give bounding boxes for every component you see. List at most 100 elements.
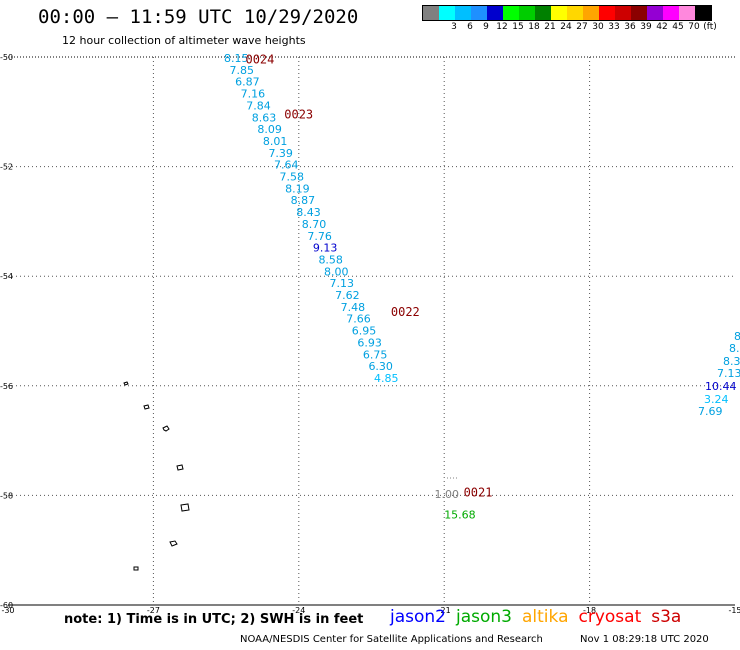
legend-label: 39 [640, 22, 652, 32]
color-legend-labels: 3 6 9 12 15 18 21 24 27 30 33 36 39 42 45 70 (ft) [422, 22, 740, 34]
track-c-reading: 3.24 [704, 393, 729, 406]
legend-label: 30 [592, 22, 604, 32]
island-outlines [123, 381, 190, 571]
legend-swatch [455, 6, 471, 20]
legend-label: 33 [608, 22, 620, 32]
legend-swatch [535, 6, 551, 20]
legend-swatch [567, 6, 583, 20]
legend-swatch [439, 6, 455, 20]
map-frame [8, 56, 735, 606]
legend-swatch [679, 6, 695, 20]
legend-label: 3 [451, 22, 457, 32]
lat-tick-label: -58 [0, 491, 13, 500]
legend-label: 6 [467, 22, 473, 32]
track-a-readings: 8.157.856.877.167.848.638.098.017.397.64… [224, 52, 399, 385]
legend-label: 70 [688, 22, 700, 32]
island-outline [162, 425, 170, 432]
track-c-reading: 7.13 [717, 367, 740, 380]
footer-credit: NOAA/NESDIS Center for Satellite Applica… [240, 634, 543, 645]
legend-label: 12 [496, 22, 508, 32]
island-outline [143, 404, 150, 410]
map-title: 00:00 – 11:59 UTC 10/29/2020 [38, 6, 359, 28]
lat-tick-label: -60 [0, 601, 13, 610]
lon-tick-label: -27 [147, 606, 160, 615]
time-mark: 0022 [391, 305, 420, 319]
satellite-legend: jason2 jason3 altika cryosat s3a [390, 607, 691, 627]
lat-tick-label: -56 [0, 382, 13, 391]
legend-swatch [599, 6, 615, 20]
footer-timestamp: Nov 1 08:29:18 UTC 2020 [580, 634, 709, 645]
track-a-reading: 7.85 [230, 64, 255, 77]
legend-swatch [631, 6, 647, 20]
track-a-reading: 6.95 [352, 325, 377, 338]
time-mark: 0024 [245, 53, 274, 67]
lat-tick-label: -54 [0, 272, 13, 281]
legend-swatch [583, 6, 599, 20]
lat-tick-label: -52 [0, 163, 13, 172]
island-outline [133, 566, 139, 571]
lon-tick-label: -15 [728, 606, 740, 615]
legend-label: 24 [560, 22, 572, 32]
legend-swatch [487, 6, 503, 20]
time-mark: 0021 [464, 486, 493, 500]
track-a-reading: 6.75 [363, 348, 388, 361]
track-b-reading: 15.68 [444, 509, 476, 522]
time-mark: 0023 [284, 108, 313, 122]
track-a-reading: 6.30 [368, 360, 393, 373]
track-c-reading: 8. [729, 342, 740, 355]
track-a-reading: 8.19 [285, 182, 310, 195]
lon-tick-label: -24 [292, 606, 305, 615]
color-legend [422, 5, 712, 21]
graticule [8, 57, 735, 605]
track-c-reading: 10.44 [705, 380, 737, 393]
island-outline [176, 464, 184, 471]
satellite-name: s3a [651, 607, 682, 627]
track-a-reading: 8.09 [257, 123, 282, 136]
track-a-reading: 7.66 [346, 313, 371, 326]
satellite-name: jason3 [456, 607, 512, 627]
track-a-reading: 9.13 [313, 242, 338, 255]
track-a-reading: 8.01 [263, 135, 288, 148]
track-a-reading: 7.62 [335, 289, 360, 302]
legend-label: 9 [483, 22, 489, 32]
track-c-reading: 8 [734, 330, 740, 343]
legend-swatch [695, 6, 711, 20]
legend-swatch [551, 6, 567, 20]
legend-swatch [471, 6, 487, 20]
legend-swatch [647, 6, 663, 20]
axis-ticks: -30 -27 -24 -21 -18 -15 -50 -52 -54 -56 -58 -60 [0, 53, 740, 615]
track-a-reading: 7.48 [341, 301, 366, 314]
track-a-reading: 7.64 [274, 159, 299, 172]
legend-swatch [615, 6, 631, 20]
satellite-name: jason2 [390, 607, 446, 627]
track-a-reading: 4.85 [374, 372, 399, 385]
satellite-name: cryosat [578, 607, 642, 627]
track-a-reading: 7.76 [307, 230, 332, 243]
track-a-reading: 8.63 [252, 111, 277, 124]
track-a-reading: 7.16 [241, 88, 266, 101]
legend-swatch [663, 6, 679, 20]
legend-label: 42 [656, 22, 668, 32]
track-a-reading: 8.00 [324, 265, 349, 278]
track-a-reading: 8.15 [224, 52, 249, 65]
legend-label: 18 [528, 22, 540, 32]
track-a-reading: 6.93 [357, 336, 382, 349]
satellite-name: altika [522, 607, 569, 627]
legend-label: 21 [544, 22, 556, 32]
lon-tick-label: -18 [583, 606, 596, 615]
island-outline [123, 381, 129, 386]
track-a-reading: 8.58 [318, 253, 343, 266]
legend-label: (ft) [703, 22, 717, 32]
legend-swatch [503, 6, 519, 20]
track-a-reading: 8.43 [296, 206, 321, 219]
track-a-reading: 7.84 [246, 99, 271, 112]
track-a-reading: 7.39 [268, 147, 293, 160]
track-a-reading: 6.87 [235, 76, 260, 89]
legend-label: 36 [624, 22, 636, 32]
legend-swatch [519, 6, 535, 20]
lon-tick-label: -21 [438, 606, 451, 615]
island-outline [169, 540, 178, 547]
track-b-reading: 1.00 [435, 488, 460, 501]
legend-label: 15 [512, 22, 524, 32]
